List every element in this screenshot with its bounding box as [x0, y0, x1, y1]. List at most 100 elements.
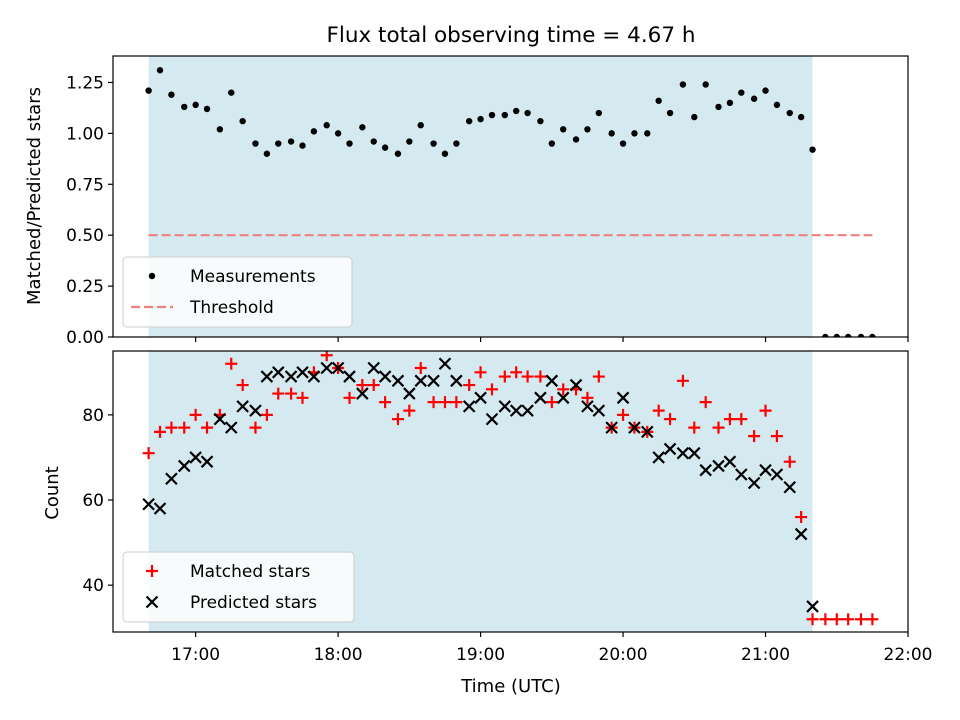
figure-title: Flux total observing time = 4.67 h: [327, 23, 696, 48]
measurement-point: [844, 333, 852, 337]
matched-star-point: [557, 383, 570, 396]
predicted-star-point: [271, 366, 285, 379]
measurement-point: [773, 101, 781, 109]
matched-star-point: [676, 374, 689, 387]
predicted-star-point: [356, 387, 369, 400]
predicted-star-point: [592, 404, 606, 417]
measurement-point: [679, 81, 687, 88]
y-tick-label: 0.50: [66, 226, 104, 246]
legend-label: Measurements: [190, 267, 316, 287]
measurement-point: [584, 126, 591, 133]
measurement-point: [228, 89, 235, 96]
y-tick-label: 40: [82, 576, 104, 596]
matched-star-point: [534, 370, 547, 383]
matched-star-point: [510, 366, 523, 379]
measurement-point: [631, 130, 638, 137]
measurement-point: [299, 142, 306, 149]
data-layer: [142, 351, 879, 626]
x-tick-label: 20:00: [599, 645, 648, 665]
measurement-point: [181, 103, 188, 111]
matched-star-point: [723, 413, 736, 426]
matched-star-point: [819, 613, 832, 626]
matched-star-point: [296, 391, 309, 404]
measurement-point: [691, 113, 698, 121]
y-tick-label: 80: [82, 406, 104, 426]
predicted-star-point: [391, 374, 405, 388]
matched-star-point: [592, 370, 605, 383]
matched-star-point: [474, 366, 487, 379]
matched-star-point: [272, 387, 285, 400]
axes-frame: [112, 350, 909, 633]
measurement-point: [786, 109, 793, 117]
measurement-point: [488, 111, 496, 119]
bottom-panel: 40 60 80 17:00 18:00 19:00 20:00 21:00 22:00 Matc…: [82, 350, 933, 665]
bottom-y-axis-label: Count: [42, 466, 63, 519]
matched-star-point: [356, 379, 369, 392]
predicted-star-point: [676, 446, 690, 460]
measurement-point: [512, 107, 520, 115]
matched-star-point: [699, 396, 712, 409]
matched-star-point: [427, 396, 440, 409]
legend-label: Threshold: [189, 298, 274, 318]
predicted-star-point: [331, 361, 345, 375]
matched-star-point: [450, 396, 463, 409]
measurement-point: [453, 140, 460, 147]
predicted-star-point: [213, 412, 227, 426]
matched-star-point: [842, 613, 855, 626]
predicted-star-point: [806, 600, 819, 613]
matched-star-point: [770, 430, 783, 443]
x-tick-label: 18:00: [314, 645, 363, 665]
predicted-star-point: [794, 527, 808, 541]
measurement-point: [809, 146, 816, 153]
top-y-axis-label: Matched/Predicted stars: [24, 87, 45, 305]
matched-star-point: [403, 404, 416, 417]
measurement-point: [666, 109, 674, 117]
measurement-point: [608, 130, 615, 137]
measurement-point: [750, 95, 758, 102]
measurement-point: [560, 126, 567, 133]
y-tick-label: 0.00: [66, 328, 104, 348]
predicted-star-point: [189, 451, 202, 464]
matched-star-point: [249, 421, 262, 434]
measurement-point: [644, 130, 651, 137]
predicted-star-point: [367, 361, 381, 375]
measurement-point: [477, 115, 484, 123]
matched-star-point: [866, 613, 879, 626]
x-tick-label: 22:00: [884, 645, 933, 665]
measurement-point: [822, 333, 829, 337]
measurement-point: [702, 81, 709, 88]
matched-star-point: [201, 421, 214, 434]
matched-star-point: [165, 421, 178, 434]
measurement-point: [869, 333, 876, 337]
matched-star-point: [391, 413, 404, 426]
predicted-star-point: [177, 459, 191, 473]
measurement-point: [394, 150, 402, 157]
matched-star-point: [285, 387, 298, 400]
predicted-star-point: [747, 476, 761, 490]
matched-star-point: [367, 379, 380, 392]
predicted-star-point: [224, 421, 238, 434]
measurement-point: [370, 138, 377, 145]
predicted-star-point: [427, 374, 440, 388]
measurement-point: [441, 150, 449, 157]
measurement-point: [465, 117, 473, 125]
predicted-star-point: [534, 391, 547, 405]
measurement-point: [381, 144, 389, 151]
measurement-point: [857, 333, 865, 337]
matched-star-point: [735, 413, 748, 426]
x-tick-label: 19:00: [456, 645, 505, 665]
measurement-point: [145, 87, 152, 94]
legend-x-marker: [145, 595, 159, 609]
predicted-star-point: [296, 366, 309, 379]
measurement-point: [738, 89, 745, 96]
matched-star-point: [438, 396, 451, 409]
y-tick-label: 1.25: [66, 73, 104, 93]
predicted-star-point: [284, 370, 298, 383]
predicted-star-point: [343, 370, 356, 383]
predicted-star-point: [569, 378, 583, 392]
predicted-star-point: [663, 442, 677, 456]
predicted-star-point: [153, 502, 167, 515]
matched-star-point: [545, 396, 558, 409]
matched-star-point: [581, 391, 594, 404]
